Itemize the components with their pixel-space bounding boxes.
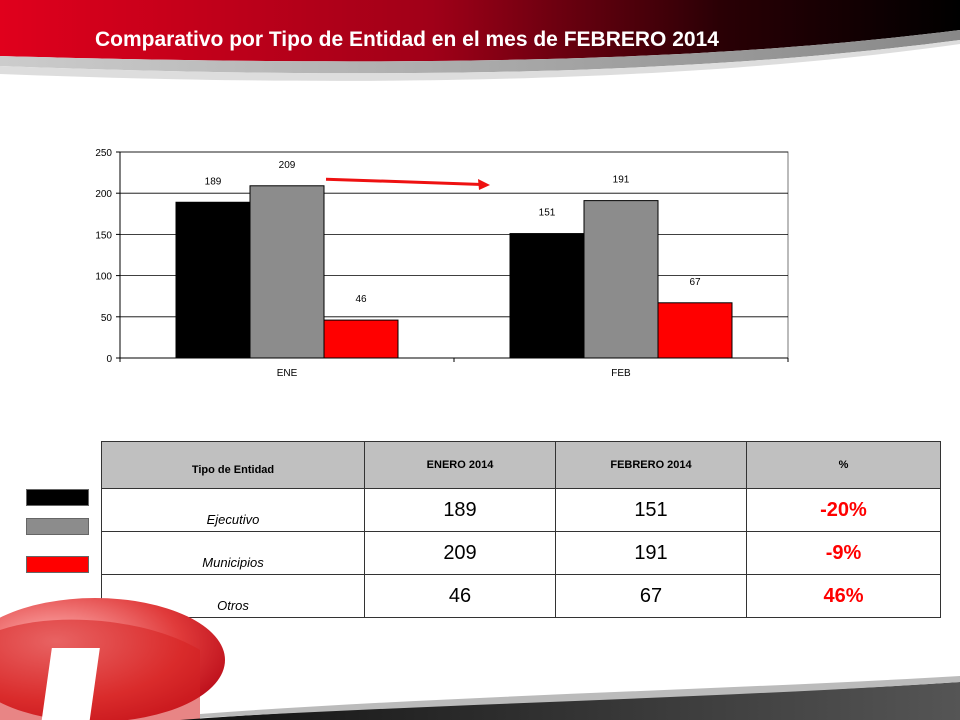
page-title: Comparativo por Tipo de Entidad en el me… xyxy=(95,28,719,51)
trend-arrow-head xyxy=(478,178,490,190)
bottom-logo-decoration xyxy=(0,598,960,720)
bar-value-label: 67 xyxy=(689,277,701,288)
bar-value-label: 189 xyxy=(205,176,222,187)
bar xyxy=(657,302,733,359)
chart-bars xyxy=(175,185,733,359)
cell-enero: 209 xyxy=(364,531,556,575)
swatch-ejecutivo xyxy=(26,489,89,506)
trend-arrow xyxy=(325,177,490,190)
bar xyxy=(175,201,251,359)
bar-value-label: 151 xyxy=(539,208,556,219)
swatch-municipios xyxy=(26,518,89,535)
y-tick-label: 250 xyxy=(95,148,112,159)
y-tick-label: 150 xyxy=(95,230,112,241)
cell-febrero: 151 xyxy=(555,488,747,532)
cell-percent: 46% xyxy=(746,574,941,618)
table-row: Ejecutivo 189 151 -20% xyxy=(101,488,941,532)
y-tick-label: 50 xyxy=(101,313,113,324)
table-row: Otros 46 67 46% xyxy=(101,574,941,618)
cell-entity: Ejecutivo xyxy=(101,488,365,532)
cell-percent: -9% xyxy=(746,531,941,575)
trend-arrow-shaft xyxy=(325,177,483,186)
y-tick-label: 0 xyxy=(106,354,112,365)
cell-entity: Municipios xyxy=(101,531,365,575)
bar-value-label: 191 xyxy=(613,175,630,186)
bar xyxy=(323,319,399,359)
bar-value-labels: 189 209 46 151 191 67 xyxy=(205,160,701,305)
cell-enero: 189 xyxy=(364,488,556,532)
x-category-label: FEB xyxy=(611,368,631,379)
header-febrero: FEBRERO 2014 xyxy=(555,441,747,489)
bar xyxy=(509,233,585,359)
cell-febrero: 191 xyxy=(555,531,747,575)
header-banner xyxy=(0,0,960,81)
x-axis: ENE FEB xyxy=(119,357,789,379)
y-axis: 0 50 100 150 200 250 xyxy=(95,148,121,365)
cell-enero: 46 xyxy=(364,574,556,618)
bar xyxy=(249,185,325,359)
header-enero: ENERO 2014 xyxy=(364,441,556,489)
comparison-table: Tipo de Entidad ENERO 2014 FEBRERO 2014 … xyxy=(101,441,941,618)
x-category-label: ENE xyxy=(277,368,298,379)
y-tick-label: 100 xyxy=(95,272,112,283)
bar-value-label: 46 xyxy=(355,294,367,305)
bar xyxy=(583,200,659,359)
bar-chart: 0 50 100 150 200 250 ENE FEB 189 209 46 151 191 67 xyxy=(95,148,789,379)
header-percent: % xyxy=(746,441,941,489)
swatch-otros xyxy=(26,556,89,573)
header-tipo-entidad: Tipo de Entidad xyxy=(101,441,365,489)
cell-percent: -20% xyxy=(746,488,941,532)
table-header-row: Tipo de Entidad ENERO 2014 FEBRERO 2014 … xyxy=(101,441,941,489)
table-row: Municipios 209 191 -9% xyxy=(101,531,941,575)
cell-entity: Otros xyxy=(101,574,365,618)
bar-value-label: 209 xyxy=(279,160,296,171)
y-tick-label: 200 xyxy=(95,189,112,200)
